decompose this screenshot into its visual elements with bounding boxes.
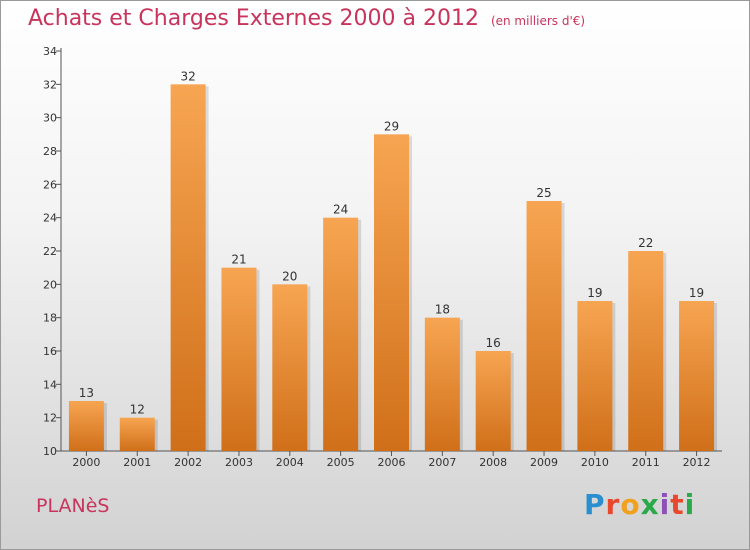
y-tick-label: 26 [43, 178, 57, 191]
y-tick-label: 32 [43, 78, 57, 91]
y-tick-label: 16 [43, 345, 57, 358]
bar [628, 251, 664, 451]
bar-value-label: 20 [282, 269, 297, 283]
bar-value-label: 12 [130, 403, 145, 417]
x-tick-label: 2012 [683, 456, 711, 469]
x-tick-label: 2004 [276, 456, 304, 469]
logo-letter: P [584, 488, 606, 521]
bar-value-label: 25 [536, 186, 551, 200]
bar [526, 201, 562, 451]
bar [170, 84, 206, 451]
y-tick-label: 10 [43, 445, 57, 458]
y-tick-label: 14 [43, 378, 57, 391]
bar [374, 134, 409, 452]
chart-title: Achats et Charges Externes 2000 à 2012 (e… [28, 6, 585, 31]
logo-letter: r [605, 488, 621, 521]
x-tick-label: 2010 [581, 456, 609, 469]
y-tick-label: 22 [43, 245, 57, 258]
bar [119, 417, 155, 451]
x-tick-label: 2011 [632, 456, 660, 469]
y-tick-label: 12 [43, 412, 57, 425]
chart-unit: (en milliers d'€) [490, 14, 586, 28]
bar-value-label: 18 [435, 303, 450, 317]
x-tick-label: 2006 [378, 456, 406, 469]
x-tick-label: 2008 [479, 456, 507, 469]
logo-letter: x [640, 488, 660, 521]
bar [323, 217, 359, 451]
bar-value-label: 16 [486, 336, 501, 350]
bar-value-label: 29 [384, 119, 399, 133]
town-name: PLANèS [36, 495, 110, 517]
x-tick-label: 2005 [327, 456, 355, 469]
chart-title-text: Achats et Charges Externes 2000 à 2012 [28, 6, 479, 31]
x-tick-label: 2001 [123, 456, 151, 469]
x-tick-label: 2002 [174, 456, 202, 469]
bar-value-label: 19 [689, 286, 704, 300]
y-tick-label: 20 [43, 278, 57, 291]
x-tick-label: 2000 [72, 456, 100, 469]
bar [424, 317, 460, 451]
bar-value-label: 21 [231, 253, 246, 267]
proxiti-logo: Proxiti [584, 488, 695, 521]
y-tick-label: 24 [43, 212, 57, 225]
bar [221, 267, 257, 451]
y-tick-label: 28 [43, 145, 57, 158]
bar-value-label: 24 [333, 203, 348, 217]
logo-letter: i [684, 488, 696, 521]
y-tick-label: 30 [43, 112, 57, 125]
logo-letter: t [670, 488, 685, 521]
bar-value-label: 32 [180, 69, 195, 83]
logo-letter: i [659, 488, 671, 521]
x-tick-label: 2003 [225, 456, 253, 469]
bar [68, 401, 104, 451]
logo-letter: o [620, 488, 641, 521]
bars: 13 12 32 21 20 24 29 18 16 25 19 22 19 [68, 69, 718, 452]
y-tick-label: 34 [43, 45, 57, 58]
y-tick-label: 18 [43, 312, 57, 325]
bar-value-label: 19 [587, 286, 602, 300]
bar [272, 284, 308, 451]
bar-value-label: 13 [79, 386, 94, 400]
bar [475, 351, 511, 451]
bar-value-label: 22 [638, 236, 653, 250]
x-tick-label: 2009 [530, 456, 558, 469]
bar [577, 301, 613, 451]
bar [679, 301, 715, 451]
x-tick-label: 2007 [428, 456, 456, 469]
